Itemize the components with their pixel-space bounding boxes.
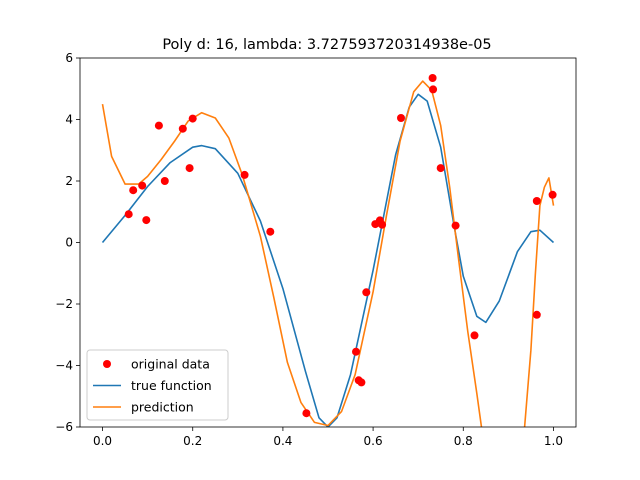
data-point-8: [188, 114, 197, 123]
legend-label: original data: [131, 357, 210, 372]
chart-title: Poly d: 16, lambda: 3.727593720314938e-0…: [162, 37, 491, 53]
data-point-4: [154, 121, 163, 130]
legend: original data true function prediction: [86, 349, 229, 421]
data-point-15: [362, 288, 371, 297]
y-tick-label: −4: [55, 359, 73, 373]
y-tick-label: 0: [65, 236, 73, 250]
axes: 0.0 0.2 0.4 0.6 0.8 1.0 −6 −4 −2 0 2 4 6: [55, 51, 563, 448]
legend-marker: [103, 360, 111, 368]
data-point-12: [352, 347, 360, 356]
y-tick-label: 6: [65, 51, 73, 65]
data-point-22: [436, 164, 445, 173]
data-point-0: [124, 210, 133, 219]
data-point-26: [532, 310, 541, 319]
x-tick-label: 0.8: [454, 434, 473, 448]
data-point-1: [129, 186, 138, 195]
data-point-24: [470, 331, 479, 340]
x-tick-label: 1.0: [544, 434, 563, 448]
x-tick-label: 0.6: [364, 434, 383, 448]
y-tick-label: 4: [65, 113, 73, 127]
data-point-27: [548, 190, 557, 199]
data-point-11: [302, 409, 311, 418]
data-point-6: [178, 124, 187, 133]
y-tick-label: −2: [55, 297, 73, 311]
x-tick-label: 0.0: [93, 434, 112, 448]
data-point-9: [240, 170, 249, 179]
data-point-2: [138, 181, 147, 190]
series-line-1: [101, 93, 555, 427]
data-point-21: [429, 85, 438, 94]
data-point-7: [185, 164, 194, 173]
data-point-20: [428, 74, 437, 82]
data-point-18: [378, 220, 387, 229]
y-tick-label: −6: [55, 420, 73, 434]
legend-box: [86, 349, 229, 421]
x-tick-label: 0.4: [273, 434, 292, 448]
data-point-14: [357, 378, 366, 387]
data-point-3: [142, 216, 151, 225]
data-point-5: [160, 177, 169, 185]
y-tick-label: 2: [65, 174, 73, 188]
data-point-23: [451, 221, 460, 230]
data-point-10: [266, 227, 275, 236]
data-point-19: [397, 114, 405, 122]
data-point-25: [532, 197, 541, 205]
x-tick-label: 0.2: [183, 434, 202, 448]
legend-label: prediction: [131, 400, 194, 415]
plot-series: [101, 74, 557, 427]
legend-label: true function: [131, 378, 212, 393]
